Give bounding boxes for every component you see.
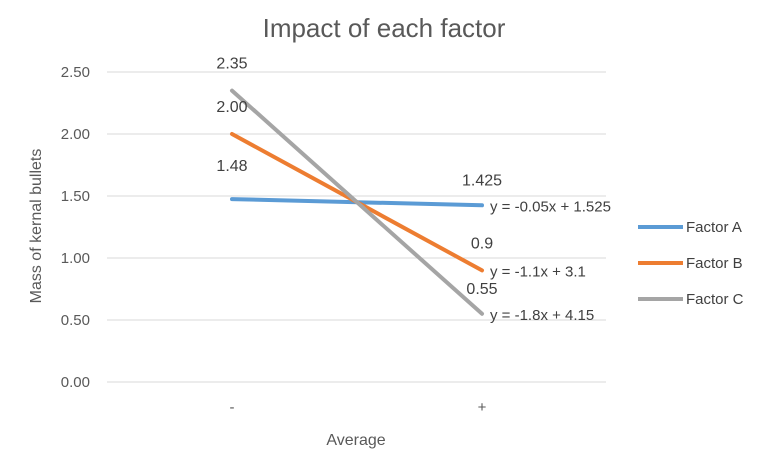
chart-title: Impact of each factor bbox=[263, 13, 506, 43]
y-tick-label: 1.00 bbox=[61, 250, 90, 267]
legend-label: Factor A bbox=[686, 219, 742, 236]
data-label: 1.48 bbox=[216, 158, 247, 175]
x-tick-label: + bbox=[478, 399, 487, 416]
y-tick-label: 0.00 bbox=[61, 374, 90, 391]
trendline-label: y = -1.8x + 4.15 bbox=[490, 307, 594, 324]
x-axis-label: Average bbox=[326, 432, 385, 449]
trendline-labels: y = -0.05x + 1.525 y = -1.1x + 3.1 y = -1.… bbox=[490, 198, 611, 323]
y-tick-label: 2.50 bbox=[61, 64, 90, 81]
series-line-3 bbox=[230, 88, 484, 316]
data-label: 2.35 bbox=[216, 56, 247, 73]
y-tick-label: 1.50 bbox=[61, 188, 90, 205]
trendline-label: y = -1.1x + 3.1 bbox=[490, 263, 586, 280]
data-label: 1.425 bbox=[462, 172, 502, 189]
x-axis-ticks: - + bbox=[230, 399, 487, 416]
y-tick-label: 2.00 bbox=[61, 126, 90, 143]
data-label: 0.9 bbox=[471, 235, 493, 252]
trendline-label: y = -0.05x + 1.525 bbox=[490, 198, 611, 215]
legend-label: Factor C bbox=[686, 291, 744, 308]
gridlines bbox=[107, 71, 606, 383]
y-axis-label: Mass of kernal bullets bbox=[28, 149, 45, 304]
data-label: 2.00 bbox=[216, 99, 247, 116]
data-labels: 1.48 1.425 2.00 0.9 2.35 0.55 bbox=[216, 56, 502, 298]
legend: Factor A Factor B Factor C bbox=[638, 219, 744, 308]
series-lines bbox=[230, 88, 484, 316]
y-tick-label: 0.50 bbox=[61, 312, 90, 329]
legend-label: Factor B bbox=[686, 255, 743, 272]
x-tick-label: - bbox=[230, 399, 235, 416]
data-label: 0.55 bbox=[466, 281, 497, 298]
y-axis-ticks: 0.00 0.50 1.00 1.50 2.00 2.50 bbox=[61, 64, 90, 391]
